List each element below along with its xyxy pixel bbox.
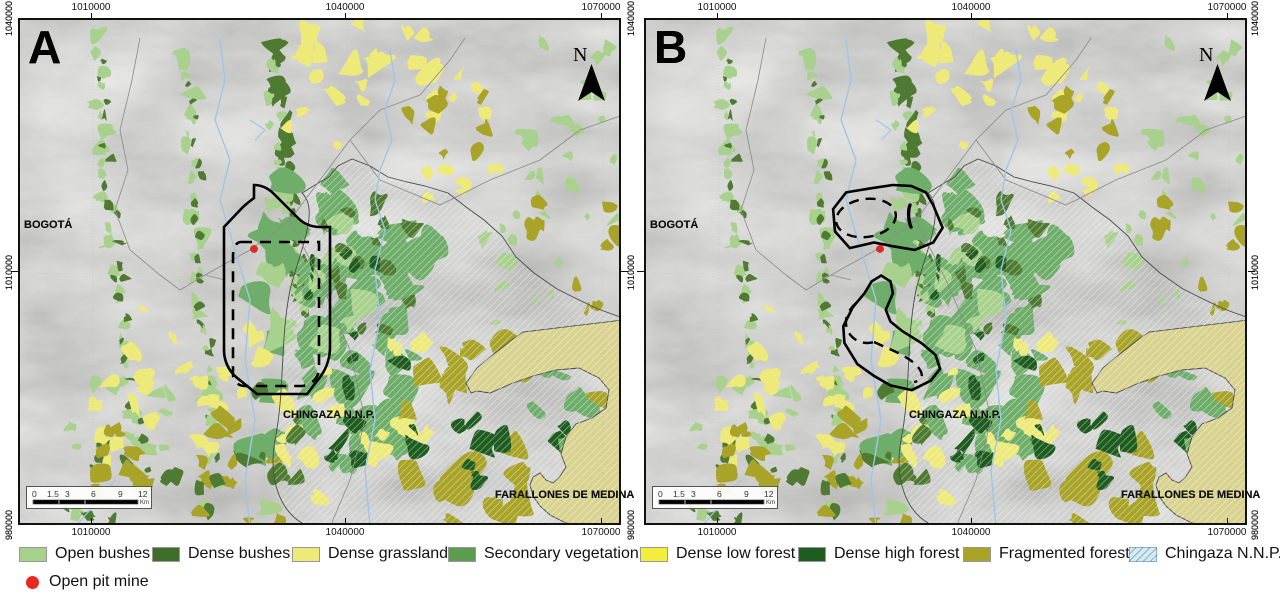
svg-text:Km: Km — [766, 500, 775, 506]
svg-text:12: 12 — [138, 489, 148, 499]
svg-text:9: 9 — [118, 489, 123, 499]
svg-text:6: 6 — [717, 489, 722, 499]
svg-text:3: 3 — [65, 489, 70, 499]
svg-text:0: 0 — [32, 489, 37, 499]
svg-text:6: 6 — [91, 489, 96, 499]
svg-text:12: 12 — [764, 489, 774, 499]
svg-text:3: 3 — [691, 489, 696, 499]
svg-text:9: 9 — [744, 489, 749, 499]
svg-text:0: 0 — [658, 489, 663, 499]
svg-text:1.5: 1.5 — [673, 489, 685, 499]
svg-text:Km: Km — [140, 500, 149, 506]
svg-text:1.5: 1.5 — [47, 489, 59, 499]
